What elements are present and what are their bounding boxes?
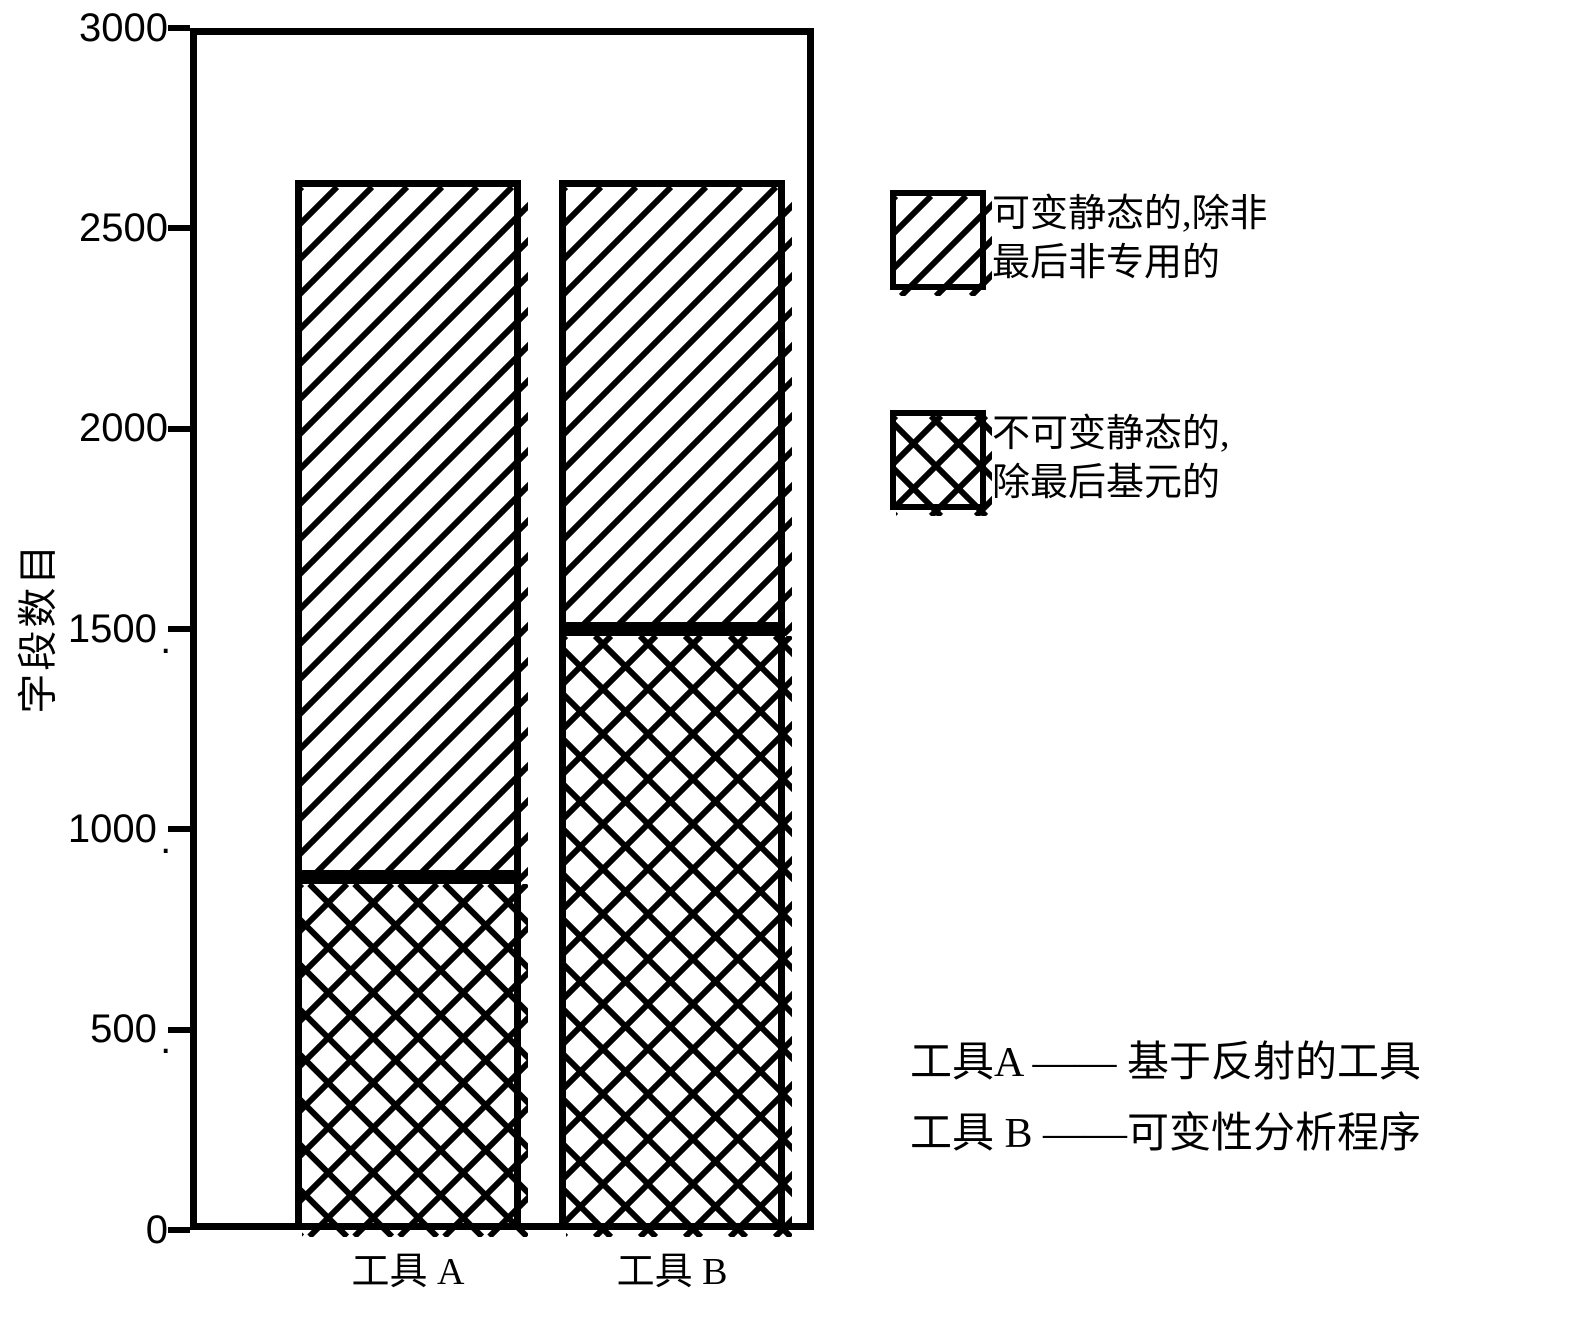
ytick: 2500 <box>0 204 190 252</box>
bar-segment-immutable <box>559 629 785 1230</box>
ytick-mark <box>168 626 190 632</box>
ytick: 1000. <box>0 805 190 853</box>
ytick-mark <box>168 1227 190 1233</box>
legend-swatch <box>890 190 986 290</box>
bar-segment-mutable <box>559 180 785 629</box>
ytick: 500. <box>0 1006 190 1054</box>
ytick-label: 2500 <box>0 206 168 251</box>
footnote-line: 工具A —— 基于反射的工具 <box>910 1028 1421 1089</box>
ytick-label: 500. <box>0 1007 168 1052</box>
ytick-label: 3000 <box>0 6 168 51</box>
legend-row: 可变静态的,除非最后非专用的 <box>890 190 1268 290</box>
legend-text: 不可变静态的,除最后基元的 <box>992 410 1230 510</box>
footnote: 工具A —— 基于反射的工具工具 B ——可变性分析程序 <box>910 1028 1421 1170</box>
bar-segment-mutable <box>295 180 521 877</box>
ytick-label: 0 <box>0 1208 168 1253</box>
x-axis-label: 工具 B <box>552 1240 792 1295</box>
ytick: 2000 <box>0 405 190 453</box>
bar-segment-immutable <box>295 877 521 1230</box>
ytick-label: 2000 <box>0 406 168 451</box>
ytick-label: 1000. <box>0 807 168 852</box>
y-axis-title: 字段数目 <box>18 543 58 716</box>
ytick: 3000 <box>0 4 190 52</box>
x-axis-label: 工具 A <box>288 1240 528 1295</box>
ytick: 0 <box>0 1206 190 1254</box>
legend-swatch <box>890 410 986 510</box>
legend-row: 不可变静态的,除最后基元的 <box>890 410 1230 510</box>
figure: 0500.1000.1500.200025003000字段数目工具 A工具 B可… <box>0 0 1583 1337</box>
ytick-mark <box>168 426 190 432</box>
ytick-mark <box>168 25 190 31</box>
ytick-mark <box>168 826 190 832</box>
legend-text: 可变静态的,除非最后非专用的 <box>992 190 1268 290</box>
ytick-mark <box>168 1027 190 1033</box>
ytick-mark <box>168 225 190 231</box>
footnote-line: 工具 B ——可变性分析程序 <box>910 1099 1421 1160</box>
